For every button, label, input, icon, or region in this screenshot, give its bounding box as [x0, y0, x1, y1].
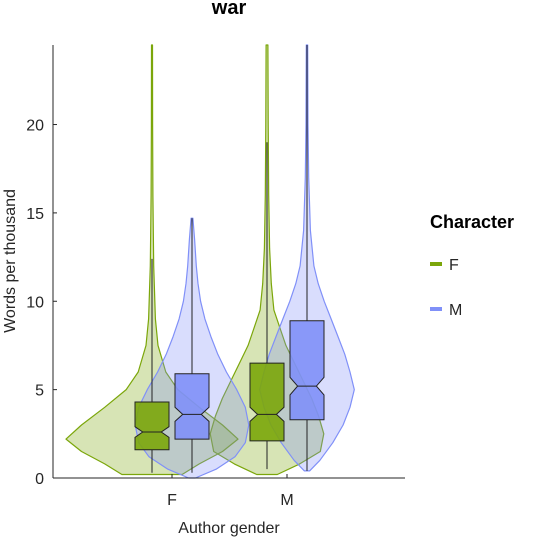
y-tick-label: 15	[26, 206, 44, 223]
legend-label-M: M	[449, 302, 462, 319]
legend: Character FM	[430, 212, 514, 319]
y-ticks: 0 5 10 15 20	[26, 118, 57, 488]
box-body	[289, 320, 325, 421]
legend-items: FM	[430, 257, 462, 319]
x-tick-label: F	[167, 492, 177, 509]
x-axis-label: Author gender	[178, 520, 280, 537]
box-F-F	[134, 258, 170, 473]
box-plots	[134, 45, 325, 473]
y-axis-label: Words per thousand	[2, 189, 19, 333]
box-body	[174, 373, 210, 440]
box-body	[249, 362, 285, 442]
box-M-M	[289, 45, 325, 471]
y-tick-label: 5	[35, 383, 44, 400]
y-tick-label: 20	[26, 118, 44, 135]
box-body	[134, 401, 170, 451]
legend-title: Character	[430, 212, 514, 232]
legend-label-F: F	[449, 257, 459, 274]
box-F-M	[249, 142, 285, 470]
chart-title: war	[211, 0, 247, 19]
box-M-F	[174, 218, 210, 473]
y-tick-label: 0	[35, 471, 44, 488]
x-tick-label: M	[280, 492, 293, 509]
y-tick-label: 10	[26, 294, 44, 311]
